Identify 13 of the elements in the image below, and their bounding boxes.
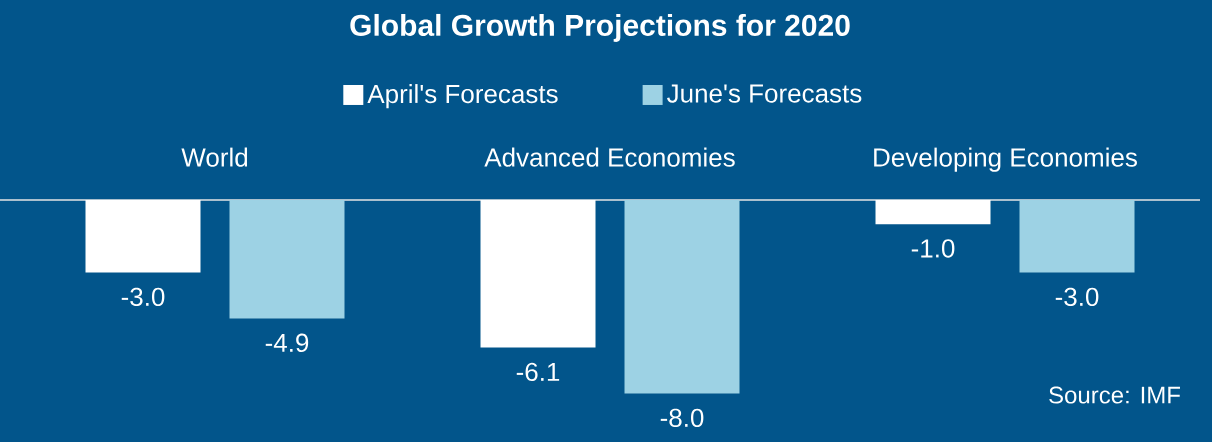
annotation: Source: IMF xyxy=(1049,386,1180,404)
x-tick-label: Advanced Economies xyxy=(484,147,735,167)
data-label: -3.0 xyxy=(1055,287,1099,307)
data-label: -8.0 xyxy=(660,408,704,428)
x-tick-label: Developing Economies xyxy=(874,147,1137,172)
data-label: -6.1 xyxy=(516,362,560,382)
legend-label: June's Forecasts xyxy=(667,84,862,103)
data-label: -4.9 xyxy=(265,333,309,353)
data-label: -3.0 xyxy=(121,287,165,307)
chart-title: Global Growth Projections for 2020 xyxy=(350,13,850,42)
legend-label: April's Forecasts xyxy=(367,84,558,109)
x-tick-label: World xyxy=(181,147,248,167)
data-label: -1.0 xyxy=(911,239,955,258)
